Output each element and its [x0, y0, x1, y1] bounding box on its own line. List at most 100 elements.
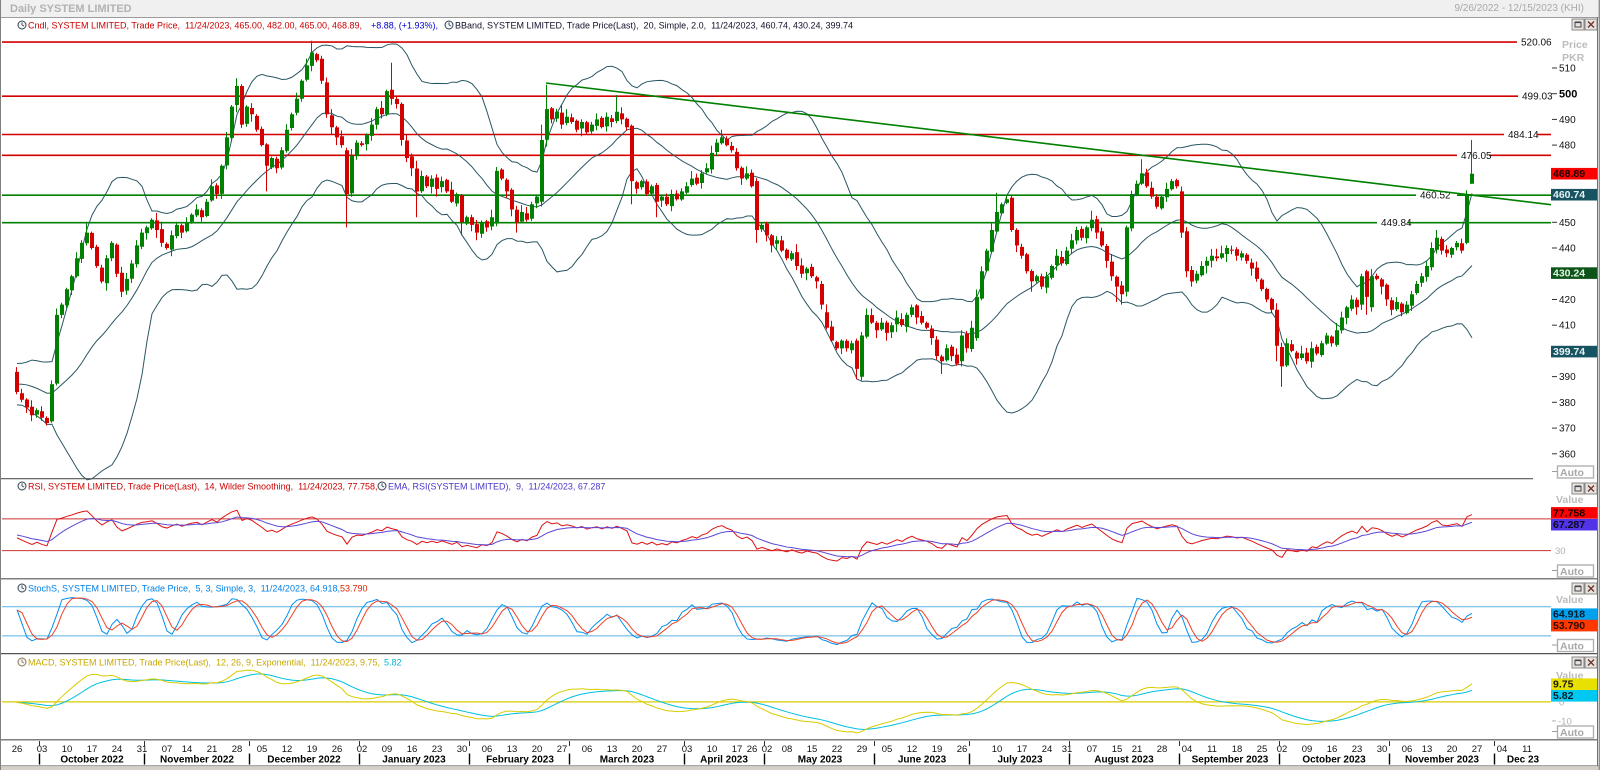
svg-text:09: 09 [382, 744, 393, 755]
svg-text:490: 490 [1559, 115, 1576, 126]
svg-text:380: 380 [1559, 398, 1576, 409]
svg-text:07: 07 [162, 744, 173, 755]
svg-text:November 2023: November 2023 [1405, 755, 1479, 766]
svg-text:July 2023: July 2023 [997, 755, 1042, 766]
svg-text:480: 480 [1559, 141, 1576, 152]
svg-text:June 2023: June 2023 [898, 755, 947, 766]
svg-text:05: 05 [882, 744, 893, 755]
svg-text:September 2023: September 2023 [1192, 755, 1269, 766]
svg-text:5.82: 5.82 [1553, 690, 1574, 702]
svg-text:19: 19 [932, 744, 943, 755]
svg-text:17: 17 [732, 744, 743, 755]
svg-text:-10: -10 [1558, 716, 1572, 727]
svg-text:30: 30 [457, 744, 468, 755]
svg-text:November 2022: November 2022 [160, 755, 234, 766]
svg-text:18: 18 [1232, 744, 1243, 755]
svg-text:21: 21 [207, 744, 218, 755]
svg-text:Price: Price [1562, 39, 1588, 51]
svg-text:26: 26 [747, 744, 758, 755]
svg-text:67.287: 67.287 [1553, 519, 1585, 531]
svg-text:0: 0 [1559, 697, 1564, 708]
svg-text:RSI, SYSTEM LIMITED, Trade Pri: RSI, SYSTEM LIMITED, Trade Price(Last), … [28, 482, 380, 492]
svg-text:April 2023: April 2023 [700, 755, 748, 766]
svg-text:17: 17 [87, 744, 98, 755]
svg-text:+8.88, (+1.93%),: +8.88, (+1.93%), [371, 21, 438, 31]
svg-text:77.758: 77.758 [1553, 507, 1585, 519]
svg-text:22: 22 [832, 744, 843, 755]
svg-text:29: 29 [857, 744, 868, 755]
svg-text:10: 10 [992, 744, 1003, 755]
svg-text:20: 20 [1447, 744, 1458, 755]
svg-text:02: 02 [1277, 744, 1288, 755]
svg-text:31: 31 [137, 744, 148, 755]
svg-text:20: 20 [632, 744, 643, 755]
svg-text:04: 04 [1182, 744, 1193, 755]
svg-text:5.82: 5.82 [384, 658, 402, 668]
svg-text:410: 410 [1559, 321, 1576, 332]
svg-text:11: 11 [1207, 744, 1217, 755]
svg-text:10: 10 [707, 744, 718, 755]
svg-text:370: 370 [1559, 424, 1576, 435]
svg-text:Auto: Auto [1560, 566, 1584, 578]
svg-text:February 2023: February 2023 [486, 755, 554, 766]
svg-text:27: 27 [657, 744, 668, 755]
svg-text:May 2023: May 2023 [798, 755, 843, 766]
svg-text:19: 19 [307, 744, 318, 755]
svg-text:13: 13 [607, 744, 618, 755]
svg-text:23: 23 [1352, 744, 1363, 755]
svg-text:October 2023: October 2023 [1302, 755, 1366, 766]
svg-text:31: 31 [1062, 744, 1073, 755]
svg-text:23: 23 [432, 744, 443, 755]
svg-text:Auto: Auto [1560, 727, 1584, 739]
svg-text:17: 17 [1017, 744, 1028, 755]
svg-text:30: 30 [1377, 744, 1388, 755]
svg-text:05: 05 [257, 744, 268, 755]
svg-text:440: 440 [1559, 244, 1576, 255]
svg-text:21: 21 [1132, 744, 1143, 755]
svg-text:20: 20 [532, 744, 543, 755]
svg-text:Dec 23: Dec 23 [1507, 755, 1540, 766]
svg-text:26: 26 [957, 744, 968, 755]
svg-text:27: 27 [1472, 744, 1483, 755]
svg-text:MACD, SYSTEM LIMITED, Trade Pr: MACD, SYSTEM LIMITED, Trade Price(Last),… [28, 658, 383, 668]
svg-text:27: 27 [557, 744, 568, 755]
svg-text:Value: Value [1556, 594, 1584, 606]
svg-text:450: 450 [1559, 218, 1576, 229]
svg-text:468.89: 468.89 [1553, 168, 1585, 180]
svg-text:January 2023: January 2023 [382, 755, 446, 766]
svg-text:15: 15 [807, 744, 818, 755]
svg-text:13: 13 [507, 744, 518, 755]
svg-text:16: 16 [407, 744, 418, 755]
svg-text:476.05: 476.05 [1461, 151, 1492, 162]
svg-text:500: 500 [1559, 89, 1577, 101]
svg-text:10: 10 [62, 744, 73, 755]
svg-text:March 2023: March 2023 [600, 755, 655, 766]
svg-text:02: 02 [357, 744, 368, 755]
svg-text:Daily SYSTEM LIMITED: Daily SYSTEM LIMITED [10, 3, 132, 15]
svg-text:53.790: 53.790 [1553, 620, 1585, 632]
svg-text:StochS, SYSTEM LIMITED, Trade: StochS, SYSTEM LIMITED, Trade Price, 5, … [28, 584, 343, 594]
svg-text:Auto: Auto [1560, 467, 1584, 479]
svg-text:03: 03 [682, 744, 693, 755]
svg-text:14: 14 [182, 744, 193, 755]
svg-text:26: 26 [332, 744, 343, 755]
svg-text:06: 06 [1402, 744, 1413, 755]
svg-text:12: 12 [907, 744, 918, 755]
svg-text:08: 08 [782, 744, 793, 755]
svg-text:420: 420 [1559, 295, 1576, 306]
svg-text:12: 12 [282, 744, 293, 755]
svg-text:August 2023: August 2023 [1094, 755, 1154, 766]
svg-text:30: 30 [1555, 546, 1566, 557]
svg-text:October 2022: October 2022 [60, 755, 124, 766]
svg-text:484.14: 484.14 [1508, 130, 1539, 141]
svg-text:460.74: 460.74 [1553, 189, 1585, 201]
svg-text:360: 360 [1559, 449, 1576, 460]
svg-text:06: 06 [582, 744, 593, 755]
svg-text:25: 25 [1257, 744, 1268, 755]
svg-text:28: 28 [1157, 744, 1168, 755]
svg-text:449.84: 449.84 [1381, 218, 1412, 229]
svg-text:BBand, SYSTEM LIMITED, Trade P: BBand, SYSTEM LIMITED, Trade Price(Last)… [455, 21, 853, 31]
svg-text:53.790: 53.790 [340, 584, 368, 594]
svg-text:9.75: 9.75 [1553, 679, 1574, 691]
svg-text:04: 04 [1497, 744, 1508, 755]
